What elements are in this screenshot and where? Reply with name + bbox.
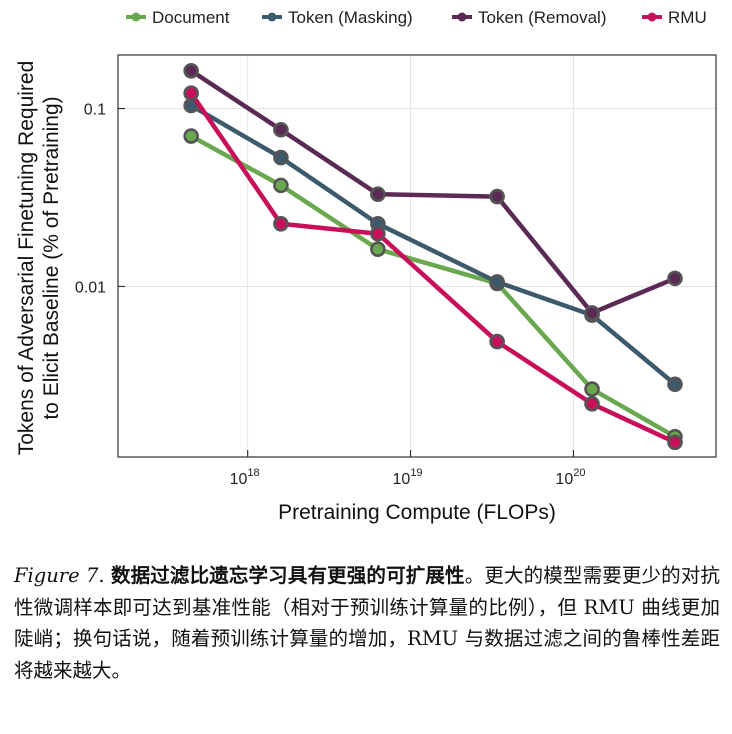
legend-item: RMU: [642, 8, 707, 27]
data-point: [584, 305, 600, 321]
grid: [118, 55, 716, 457]
series-line: [188, 133, 678, 439]
data-point: [667, 434, 683, 451]
data-point: [370, 186, 386, 203]
data-point: [667, 376, 683, 393]
legend-label: RMU: [668, 8, 707, 27]
caption-body: 。更大的模型需要更少的对抗性微调样本即可达到基准性能（相对于预训练计算量的比例）…: [14, 564, 720, 682]
plot-frame: [117, 54, 717, 458]
caption-label: Figure 7.: [14, 564, 105, 587]
legend-swatch-marker: [131, 12, 141, 22]
data-point: [273, 177, 289, 194]
data-point: [489, 188, 505, 205]
series-line: [188, 68, 678, 316]
caption-title: 数据过滤比遗忘学习具有更强的可扩展性: [110, 564, 465, 587]
data-point: [489, 333, 505, 350]
legend-label: Token (Removal): [478, 8, 607, 27]
x-tick-label: 1020: [555, 467, 585, 488]
legend-label: Token (Masking): [288, 8, 413, 27]
series-rmu: [183, 85, 683, 451]
series-token-removal: [183, 63, 683, 321]
series-token-masking: [183, 97, 683, 393]
y-tick-label: 0.1: [84, 102, 106, 119]
series-group: [183, 63, 683, 451]
data-point: [584, 381, 600, 397]
x-tick-label: 1018: [230, 467, 260, 488]
legend: Document Token (Masking) Token (Removal) RM…: [126, 8, 707, 27]
data-point: [273, 121, 289, 138]
data-point: [667, 270, 683, 287]
legend-swatch-marker: [647, 12, 657, 22]
data-point: [370, 241, 386, 257]
legend-label: Document: [152, 8, 230, 27]
data-point: [183, 128, 199, 144]
data-point: [489, 274, 505, 290]
series-line: [188, 103, 678, 387]
data-point: [273, 216, 289, 232]
legend-swatch-marker: [267, 12, 277, 22]
data-point: [584, 395, 600, 412]
legend-item: Document: [126, 8, 230, 27]
data-point: [273, 149, 289, 166]
x-axis-title: Pretraining Compute (FLOPs): [278, 501, 556, 524]
y-axis-title-line2: to Elicit Baseline (% of Pretraining): [40, 96, 63, 419]
series-line: [188, 90, 678, 445]
y-axis-title-line1: Tokens of Adversarial Finetuning Require…: [15, 61, 38, 456]
figure-caption: Figure 7. 数据过滤比遗忘学习具有更强的可扩展性。更大的模型需要更少的对…: [14, 560, 720, 686]
legend-item: Token (Masking): [262, 8, 413, 27]
legend-item: Token (Removal): [452, 8, 607, 27]
chart: Document Token (Masking) Token (Removal) RM…: [15, 8, 717, 524]
x-tick-label: 1019: [393, 467, 423, 488]
data-point: [183, 63, 199, 79]
data-point: [370, 225, 386, 242]
data-point: [183, 85, 199, 101]
axis-ticks: 1018 1019 1020 0.1 0.01: [75, 102, 586, 488]
y-tick-label: 0.01: [75, 279, 106, 296]
legend-swatch-marker: [457, 12, 467, 22]
